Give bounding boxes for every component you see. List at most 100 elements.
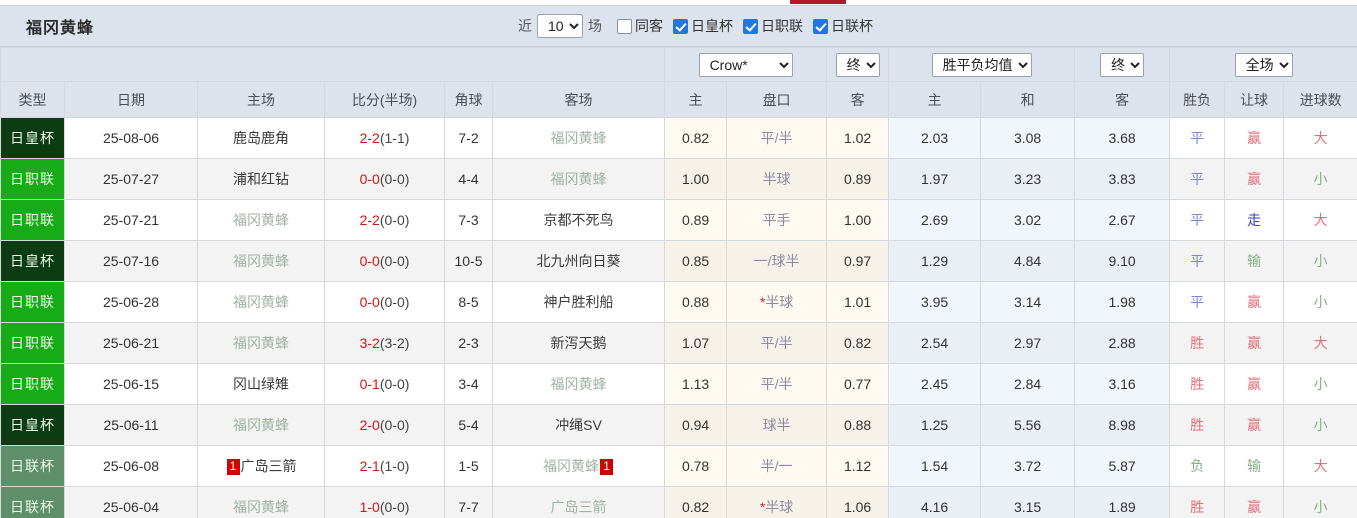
col-header-away[interactable]: 客场: [491, 81, 666, 118]
table-row[interactable]: 日皇杯 25-06-11 福冈黄蜂 2-0(0-0) 5-4 冲绳SV 0.94 球半 0.88…: [0, 404, 1357, 446]
cell-euro-draw: 3.08: [980, 117, 1076, 159]
cell-score[interactable]: 2-2(1-1): [324, 117, 445, 159]
table-control-row: Crow*Bet365Macauslot 初终 胜平负均值Bet365威廉希尔 …: [0, 47, 1357, 82]
competition-checkbox-jhb[interactable]: [673, 18, 688, 34]
col-header-hand-line[interactable]: 盘口: [726, 81, 828, 118]
col-header-type[interactable]: 类型: [0, 81, 65, 118]
table-row[interactable]: 日职联 25-06-21 福冈黄蜂 3-2(3-2) 2-3 新泻天鹅 1.07 平/半 0.8…: [0, 322, 1357, 364]
cell-competition-type[interactable]: 日皇杯: [0, 240, 65, 282]
cell-away-team[interactable]: 新泻天鹅: [491, 322, 666, 364]
cell-date: 25-06-28: [64, 281, 198, 323]
cell-competition-type[interactable]: 日皇杯: [0, 117, 65, 159]
table-row[interactable]: 日皇杯 25-07-16 福冈黄蜂 0-0(0-0) 10-5 北九州向日葵 0.85 一/球…: [0, 240, 1357, 282]
cell-score[interactable]: 0-0(0-0): [324, 158, 445, 200]
cell-date: 25-07-27: [64, 158, 198, 200]
cell-score[interactable]: 0-1(0-0): [324, 363, 445, 405]
cell-away-team[interactable]: 福冈黄蜂: [491, 158, 666, 200]
col-header-hand-home[interactable]: 主: [664, 81, 728, 118]
active-tab-indicator[interactable]: [790, 0, 846, 4]
team-name: 福冈黄蜂: [543, 458, 600, 474]
col-header-date[interactable]: 日期: [64, 81, 198, 118]
cell-away-team[interactable]: 福冈黄蜂: [491, 117, 666, 159]
cell-score[interactable]: 2-2(0-0): [324, 199, 445, 241]
cell-away-team[interactable]: 冲绳SV: [491, 404, 666, 446]
cell-score[interactable]: 1-0(0-0): [324, 486, 445, 518]
cell-score[interactable]: 2-0(0-0): [324, 404, 445, 446]
competition-filter-0[interactable]: 日皇杯: [667, 16, 733, 36]
same-venue-filter[interactable]: 同客: [611, 16, 663, 36]
col-header-corner[interactable]: 角球: [444, 81, 493, 118]
same-venue-checkbox[interactable]: [617, 18, 632, 34]
competition-filter-1[interactable]: 日职联: [737, 16, 803, 36]
cell-competition-type[interactable]: 日职联: [0, 322, 65, 364]
cell-away-team[interactable]: 福冈黄蜂: [491, 363, 666, 405]
col-header-eu-away[interactable]: 客: [1074, 81, 1171, 118]
competition-checkbox-jzl[interactable]: [743, 18, 758, 34]
cell-home-team[interactable]: 福冈黄蜂: [197, 486, 325, 518]
cell-away-team[interactable]: 广岛三箭: [491, 486, 666, 518]
table-row[interactable]: 日职联 25-07-21 福冈黄蜂 2-2(0-0) 7-3 京都不死鸟 0.89 平手 1.0…: [0, 199, 1357, 241]
cell-handicap-home-odds: 0.78: [664, 445, 728, 487]
score-halftime: (1-0): [379, 458, 410, 474]
col-header-result-wdl[interactable]: 胜负: [1169, 81, 1226, 118]
cell-euro-away: 3.83: [1074, 158, 1171, 200]
cell-home-team[interactable]: 鹿岛鹿角: [197, 117, 325, 159]
col-header-home[interactable]: 主场: [197, 81, 325, 118]
euro-odds-select[interactable]: 胜平负均值Bet365威廉希尔: [931, 52, 1032, 77]
cell-competition-type[interactable]: 日联杯: [0, 445, 65, 487]
table-row[interactable]: 日职联 25-06-28 福冈黄蜂 0-0(0-0) 8-5 神户胜利船 0.88 *半球 1.…: [0, 281, 1357, 323]
col-header-result-hand[interactable]: 让球: [1224, 81, 1285, 118]
competition-filter-2[interactable]: 日联杯: [807, 16, 873, 36]
score-fulltime: 0-1: [359, 376, 380, 392]
handicap-phase-select[interactable]: 初终: [835, 52, 880, 77]
table-row[interactable]: 日联杯 25-06-08 1 广岛三箭 2-1(1-0) 1-5 福冈黄蜂 1 0.78 半/一 1…: [0, 445, 1357, 487]
col-header-eu-draw[interactable]: 和: [980, 81, 1076, 118]
top-divider: [0, 5, 1357, 6]
cell-competition-type[interactable]: 日职联: [0, 281, 65, 323]
table-row[interactable]: 日职联 25-07-27 浦和红钻 0-0(0-0) 4-4 福冈黄蜂 1.00 半球 0.89…: [0, 158, 1357, 200]
col-header-score[interactable]: 比分(半场): [324, 81, 445, 118]
cell-home-team[interactable]: 福冈黄蜂: [197, 199, 325, 241]
cell-result-handicap: 赢: [1224, 404, 1285, 446]
cell-competition-type[interactable]: 日职联: [0, 199, 65, 241]
cell-competition-type[interactable]: 日职联: [0, 158, 65, 200]
cell-euro-away: 1.98: [1074, 281, 1171, 323]
recent-count-select[interactable]: 6102030: [537, 14, 583, 38]
cell-away-team[interactable]: 神户胜利船: [491, 281, 666, 323]
bookmaker-select[interactable]: Crow*Bet365Macauslot: [698, 52, 793, 77]
cell-result-wdl: 平: [1169, 281, 1226, 323]
cell-score[interactable]: 3-2(3-2): [324, 322, 445, 364]
col-header-hand-away[interactable]: 客: [826, 81, 890, 118]
cell-score[interactable]: 0-0(0-0): [324, 240, 445, 282]
cell-handicap-line: 平/半: [726, 322, 828, 364]
cell-competition-type[interactable]: 日皇杯: [0, 404, 65, 446]
table-row[interactable]: 日皇杯 25-08-06 鹿岛鹿角 2-2(1-1) 7-2 福冈黄蜂 0.82 平/半 1.0…: [0, 117, 1357, 159]
score-halftime: (0-0): [379, 294, 410, 310]
cell-away-team[interactable]: 福冈黄蜂 1: [491, 445, 666, 487]
euro-phase-select[interactable]: 初终: [1100, 52, 1145, 77]
table-row[interactable]: 日联杯 25-06-04 福冈黄蜂 1-0(0-0) 7-7 广岛三箭 0.82 *半球 1.0…: [0, 486, 1357, 518]
cell-home-team[interactable]: 1 广岛三箭: [197, 445, 325, 487]
cell-home-team[interactable]: 福冈黄蜂: [197, 281, 325, 323]
cell-home-team[interactable]: 福冈黄蜂: [197, 240, 325, 282]
col-header-result-goals[interactable]: 进球数: [1283, 81, 1357, 118]
cell-home-team[interactable]: 浦和红钻: [197, 158, 325, 200]
cell-date: 25-06-15: [64, 363, 198, 405]
table-row[interactable]: 日职联 25-06-15 冈山绿雉 0-1(0-0) 3-4 福冈黄蜂 1.13 平/半 0.7…: [0, 363, 1357, 405]
cell-away-team[interactable]: 京都不死鸟: [491, 199, 666, 241]
asterisk-icon: *: [759, 294, 766, 310]
cell-competition-type[interactable]: 日联杯: [0, 486, 65, 518]
cell-euro-draw: 3.23: [980, 158, 1076, 200]
cell-away-team[interactable]: 北九州向日葵: [491, 240, 666, 282]
cell-home-team[interactable]: 冈山绿雉: [197, 363, 325, 405]
col-header-eu-home[interactable]: 主: [888, 81, 982, 118]
period-select[interactable]: 全场半场: [1234, 52, 1293, 77]
cell-home-team[interactable]: 福冈黄蜂: [197, 404, 325, 446]
cell-score[interactable]: 2-1(1-0): [324, 445, 445, 487]
cell-score[interactable]: 0-0(0-0): [324, 281, 445, 323]
cell-home-team[interactable]: 福冈黄蜂: [197, 322, 325, 364]
cell-competition-type[interactable]: 日职联: [0, 363, 65, 405]
cell-handicap-away-odds: 0.89: [826, 158, 890, 200]
cell-result-wdl: 胜: [1169, 363, 1226, 405]
competition-checkbox-jlb[interactable]: [813, 18, 828, 34]
